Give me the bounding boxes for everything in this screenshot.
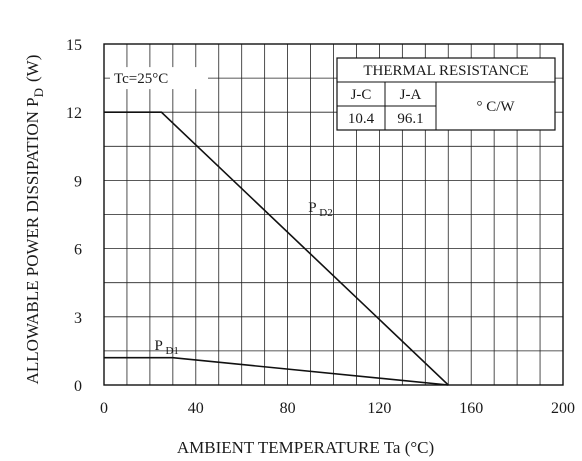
y-axis-label: ALLOWABLE POWER DISSIPATION PD (W) (23, 55, 46, 385)
axis-labels: AMBIENT TEMPERATURE Ta (°C) ALLOWABLE POW… (23, 55, 434, 457)
tick-labels: 0 40 80 120 160 200 0 3 6 9 12 15 (66, 37, 575, 417)
series-label-sub: D1 (165, 345, 178, 357)
thermal-resistance-table: THERMAL RESISTANCE J-C J-A 10.4 96.1 ° C/W (336, 57, 556, 131)
table-header-cell: J-C (351, 87, 372, 103)
series-label-pd1: P (154, 338, 162, 354)
table-value-cell: 96.1 (397, 111, 423, 127)
series-line-pd1 (104, 356, 449, 386)
y-axis-label-unit: (W) (23, 55, 42, 82)
table-unit: ° C/W (476, 99, 515, 115)
y-tick-label: 3 (74, 310, 82, 327)
series-label-sub: D2 (319, 207, 332, 219)
y-tick-label: 9 (74, 173, 82, 190)
y-axis-label-main: ALLOWABLE POWER DISSIPATION P (23, 97, 42, 384)
condition-label: Tc=25°C (114, 71, 168, 87)
x-tick-label: 200 (551, 400, 575, 417)
y-axis-label-group: ALLOWABLE POWER DISSIPATION PD (W) (23, 55, 46, 385)
y-tick-label: 15 (66, 37, 82, 54)
x-tick-label: 80 (280, 400, 296, 417)
x-tick-label: 160 (459, 400, 483, 417)
x-tick-label: 120 (367, 400, 391, 417)
table-header-cell: J-A (400, 87, 422, 103)
table-title: THERMAL RESISTANCE (363, 63, 528, 79)
y-axis-label-sub: D (31, 88, 46, 97)
series-line-pd2 (104, 111, 449, 386)
x-axis-label: AMBIENT TEMPERATURE Ta (°C) (177, 438, 434, 457)
table-frame (336, 57, 556, 131)
plot-frame (103, 43, 564, 386)
series-lines (104, 111, 449, 386)
y-tick-label: 6 (74, 242, 82, 259)
table-value-cell: 10.4 (348, 111, 375, 127)
series-label-pd2: P (308, 200, 316, 216)
series-labels: P D2P D1 (154, 200, 332, 357)
x-tick-label: 40 (188, 400, 204, 417)
x-tick-label: 0 (100, 400, 108, 417)
y-tick-label: 12 (66, 105, 82, 122)
y-tick-label: 0 (74, 378, 82, 395)
condition-label-bg (110, 67, 208, 90)
